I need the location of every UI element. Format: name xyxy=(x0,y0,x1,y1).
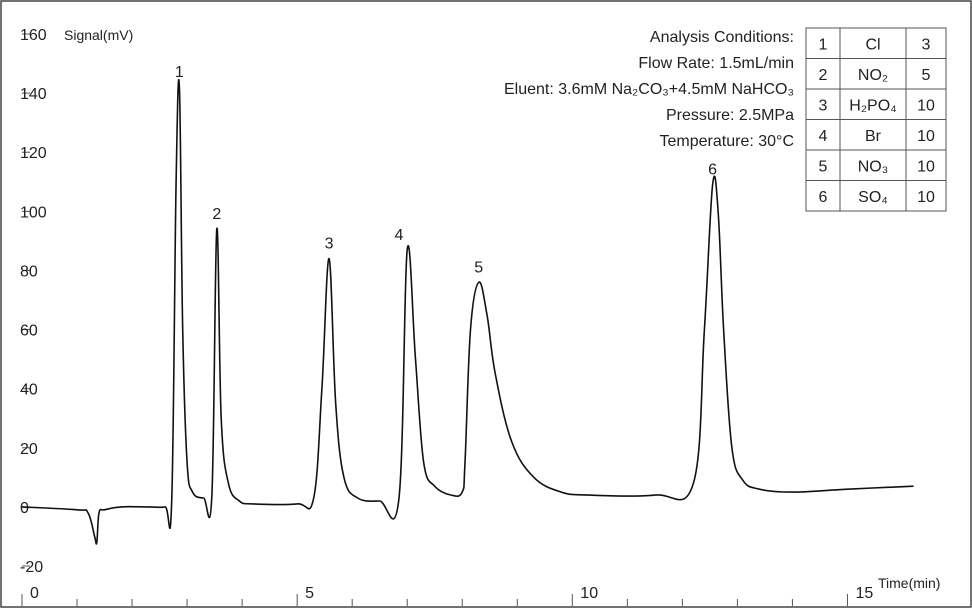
table-cell: 6 xyxy=(819,189,828,206)
peak-label: 6 xyxy=(708,162,717,179)
x-tick-label: 10 xyxy=(580,585,598,602)
y-tick-label: 120 xyxy=(20,145,47,162)
condition-line: Pressure: 2.5MPa xyxy=(666,107,794,124)
condition-line: Eluent: 3.6mM Na₂CO₃+4.5mM NaHCO₃ xyxy=(504,81,794,98)
table-cell: H₂PO₄ xyxy=(849,97,896,114)
table-cell: 4 xyxy=(819,128,828,145)
x-axis-label: Time(min) xyxy=(878,575,940,591)
condition-line: Analysis Conditions: xyxy=(650,29,794,46)
x-tick-label: 0 xyxy=(30,585,39,602)
table-cell: NO₂ xyxy=(858,67,888,84)
table-cell: 10 xyxy=(917,189,935,206)
y-tick-label: -20 xyxy=(20,559,43,576)
table-cell: NO₃ xyxy=(858,158,889,175)
signal-series-line xyxy=(21,79,914,545)
table-cell: 3 xyxy=(922,36,931,53)
y-tick-label: 0 xyxy=(20,500,29,517)
x-tick-label: 5 xyxy=(305,585,314,602)
table-cell: 5 xyxy=(922,67,931,84)
table-cell: Cl xyxy=(865,36,880,53)
y-axis-label: Signal(mV) xyxy=(64,27,133,43)
peak-label: 2 xyxy=(212,206,221,223)
table-cell: 10 xyxy=(917,97,935,114)
table-cell: 2 xyxy=(819,67,828,84)
y-tick-label: 160 xyxy=(20,27,47,44)
y-tick-label: 60 xyxy=(20,323,38,340)
peak-label: 1 xyxy=(175,64,184,81)
peak-labels: 1 2 3 4 5 6 xyxy=(175,64,717,276)
y-tick-label: 140 xyxy=(20,86,47,103)
peak-table: 1 Cl 3 2 NO₂ 5 3 H₂PO₄ 10 4 Br 10 5 NO₃ 10 6 SO₄ 10 xyxy=(805,27,947,212)
table-cell: SO₄ xyxy=(858,189,888,206)
table-cell: Br xyxy=(865,128,882,145)
x-tick-label: 15 xyxy=(855,585,873,602)
peak-label: 5 xyxy=(474,259,483,276)
peak-label: 4 xyxy=(395,227,404,244)
y-tick-label: 100 xyxy=(20,204,47,221)
table-cell: 5 xyxy=(819,158,828,175)
analysis-conditions: Analysis Conditions: Flow Rate: 1.5mL/min… xyxy=(504,29,794,150)
table-cell: 10 xyxy=(917,158,935,175)
table-cell: 1 xyxy=(819,36,828,53)
y-tick-label: 20 xyxy=(20,441,38,458)
table-cell: 3 xyxy=(819,97,828,114)
condition-line: Flow Rate: 1.5mL/min xyxy=(638,55,794,72)
y-tick-label: 80 xyxy=(20,263,38,280)
plot-area xyxy=(21,79,914,545)
peak-label: 3 xyxy=(325,236,334,253)
table-cell: 10 xyxy=(917,128,935,145)
condition-line: Temperature: 30°C xyxy=(660,133,794,150)
y-tick-label: 40 xyxy=(20,382,38,399)
